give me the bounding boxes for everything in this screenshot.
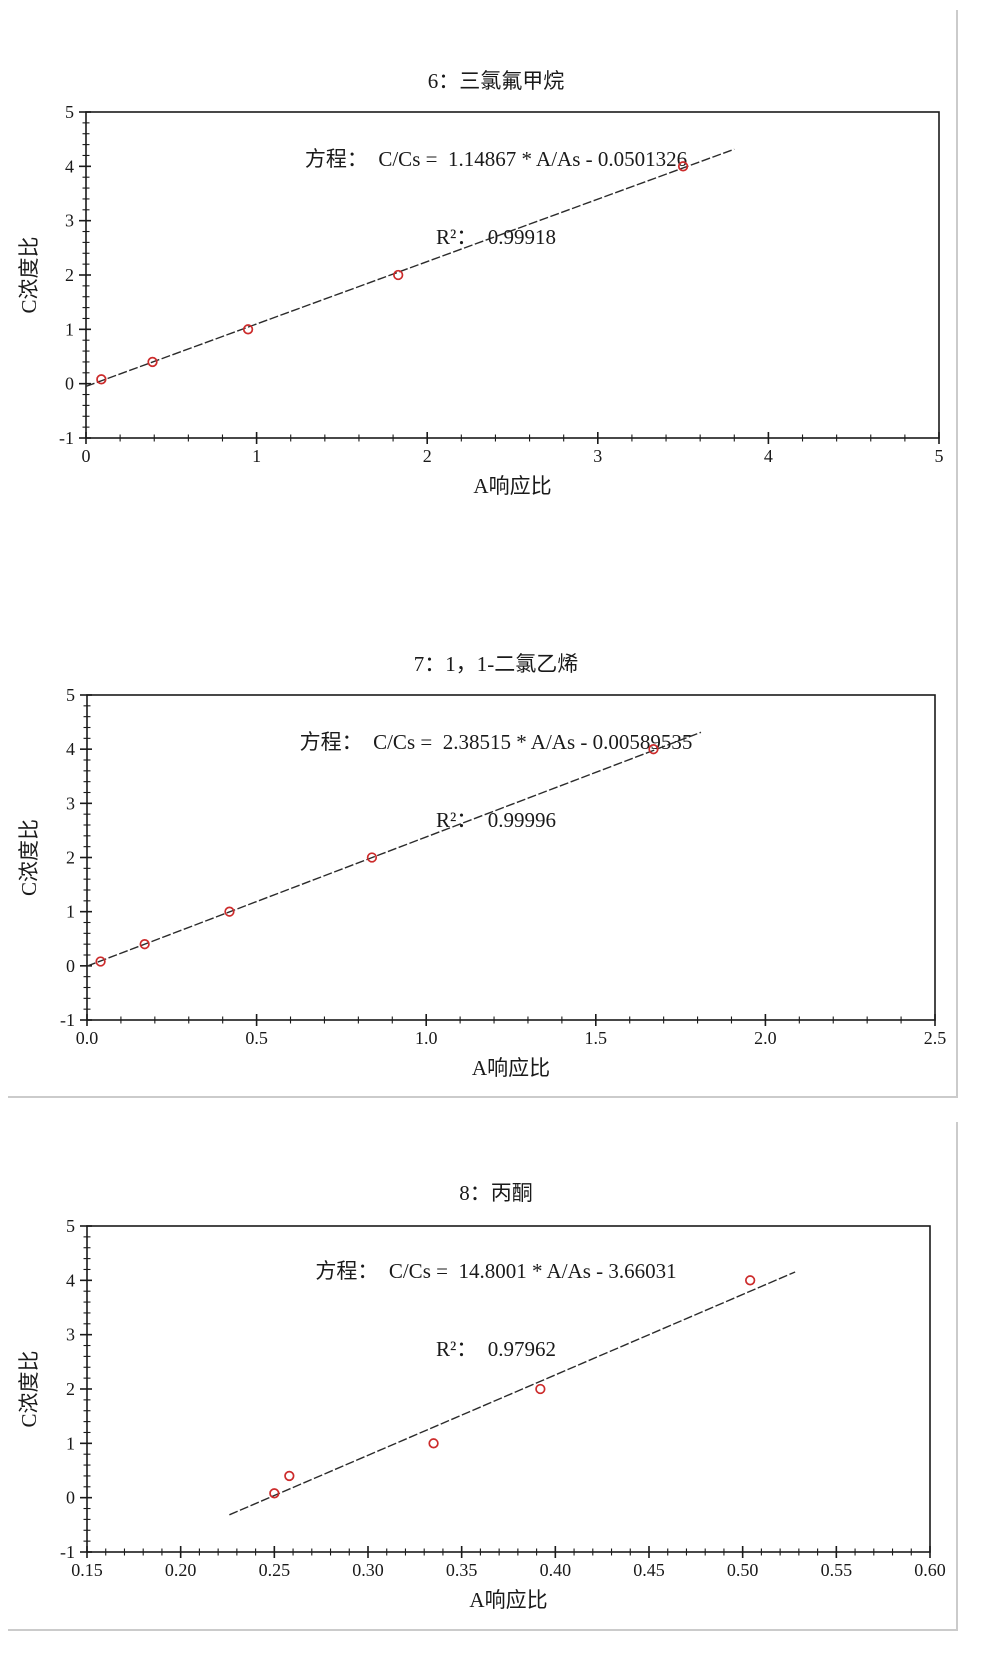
- y-tick-label: 5: [66, 685, 75, 705]
- x-tick-label: 4: [764, 446, 773, 466]
- x-axis-label: A响应比: [473, 474, 551, 498]
- x-tick-label: 3: [593, 446, 602, 466]
- data-point: [745, 1275, 756, 1286]
- chart-title: 7：1，1-二氯乙烯: [413, 652, 579, 676]
- y-tick-label: 3: [66, 1325, 75, 1345]
- chart-equation: 方程： C/Cs = 1.14867 * A/As - 0.0501326: [304, 147, 688, 171]
- fit-line: [86, 731, 702, 967]
- y-axis-label: C浓度比: [17, 819, 41, 896]
- chart-3-header: 8：丙酮 方程： C/Cs = 14.8001 * A/As - 3.66031…: [0, 1128, 992, 1414]
- section-divider-line: [8, 1096, 958, 1098]
- y-axis-label: C浓度比: [17, 236, 41, 313]
- x-tick-label: 0.35: [446, 1560, 478, 1580]
- data-point: [648, 744, 659, 755]
- data-point: [242, 324, 254, 335]
- x-tick-label: 1.0: [415, 1028, 438, 1048]
- chart-equation: 方程： C/Cs = 14.8001 * A/As - 3.66031: [315, 1259, 677, 1283]
- bottom-border-line: [8, 1629, 958, 1631]
- x-axis-label: A响应比: [469, 1588, 547, 1612]
- plot-frame: [85, 111, 940, 439]
- y-tick-label: -1: [60, 1542, 75, 1562]
- data-point: [677, 161, 689, 172]
- fit-line: [229, 1271, 796, 1516]
- y-tick-label: 2: [65, 265, 74, 285]
- data-point: [393, 269, 404, 281]
- right-border-line-lower: [956, 1122, 958, 1630]
- y-tick-label: 4: [66, 1270, 75, 1290]
- data-point: [224, 906, 235, 917]
- x-tick-label: 0: [82, 446, 91, 466]
- chart-r-squared: R²： 0.99996: [435, 808, 557, 832]
- y-tick-label: 2: [66, 1379, 75, 1399]
- y-tick-label: 3: [65, 211, 74, 231]
- y-tick-label: 1: [66, 1433, 75, 1453]
- x-tick-label: 0.45: [633, 1560, 665, 1580]
- x-axis-ticks: 0.0 0.5 1.0 1.5 2.0 2.5: [76, 1014, 947, 1048]
- data-points: [96, 161, 689, 385]
- chart-title: 8：丙酮: [459, 1181, 533, 1205]
- x-tick-label: 1.5: [585, 1028, 608, 1048]
- y-tick-label: 1: [65, 319, 74, 339]
- y-tick-label: 5: [66, 1216, 75, 1236]
- y-axis-ticks: -1 0 1 2 3 4 5: [59, 102, 91, 448]
- data-point: [269, 1488, 280, 1499]
- chart-r-squared: R²： 0.97962: [435, 1337, 557, 1361]
- data-points: [269, 1275, 756, 1499]
- x-tick-label: 0.25: [259, 1560, 291, 1580]
- calibration-chart-8-plot: 0.15 0.20 0.25 0.30 0.35 0.40 0.45 0.50 0.55 0.60…: [17, 1216, 946, 1612]
- x-tick-label: 5: [935, 446, 944, 466]
- x-tick-label: 0.55: [821, 1560, 853, 1580]
- y-axis-label: C浓度比: [17, 1350, 41, 1427]
- x-tick-label: 0.20: [165, 1560, 197, 1580]
- data-point: [147, 356, 158, 368]
- y-axis-ticks: -1 0 1 2 3 4 5: [60, 1216, 92, 1562]
- x-tick-label: 0.60: [914, 1560, 946, 1580]
- x-tick-label: 2: [423, 446, 432, 466]
- y-tick-label: 3: [66, 793, 75, 813]
- data-points: [95, 744, 659, 967]
- chart-1-header: 6：三氯氟甲烷 方程： C/Cs = 1.14867 * A/As - 0.05…: [0, 16, 992, 302]
- y-tick-label: 1: [66, 902, 75, 922]
- y-tick-label: 0: [65, 374, 74, 394]
- x-axis-ticks: 0 1 2 3 4 5: [82, 432, 944, 466]
- x-tick-label: 0.5: [245, 1028, 268, 1048]
- calibration-chart-6-plot: 0 1 2 3 4 5 -1 0 1 2 3 4 5 A响应比 C浓度比: [17, 102, 944, 498]
- x-tick-label: 0.30: [352, 1560, 384, 1580]
- data-point: [284, 1470, 295, 1482]
- x-axis-ticks: 0.15 0.20 0.25 0.30 0.35 0.40 0.45 0.50 0.55 0.60: [71, 1546, 946, 1580]
- x-tick-label: 2.0: [754, 1028, 777, 1048]
- x-axis-label: A响应比: [472, 1056, 550, 1080]
- data-point: [139, 939, 150, 950]
- data-point: [366, 852, 378, 863]
- y-tick-label: -1: [59, 428, 74, 448]
- y-tick-label: 4: [66, 739, 75, 759]
- calibration-chart-7-plot: 0.0 0.5 1.0 1.5 2.0 2.5 -1 0 1 2 3 4 5 A响应比 C浓度比: [17, 685, 947, 1080]
- data-point: [96, 374, 107, 385]
- data-point: [428, 1438, 439, 1449]
- fit-line: [85, 148, 735, 388]
- x-tick-label: 0.0: [76, 1028, 99, 1048]
- x-tick-label: 2.5: [924, 1028, 947, 1048]
- data-point: [535, 1383, 546, 1395]
- x-tick-label: 0.50: [727, 1560, 759, 1580]
- y-tick-label: 2: [66, 848, 75, 868]
- y-tick-label: 0: [66, 1488, 75, 1508]
- y-tick-label: 4: [65, 156, 74, 176]
- plot-frame: [86, 1225, 931, 1553]
- plot-frame: [86, 694, 936, 1021]
- y-tick-label: -1: [60, 1010, 75, 1030]
- y-tick-label: 0: [66, 956, 75, 976]
- chart-title: 6：三氯氟甲烷: [427, 69, 565, 93]
- data-point: [95, 956, 106, 967]
- right-border-line-upper: [956, 10, 958, 1097]
- chart-r-squared: R²： 0.99918: [435, 225, 557, 249]
- x-tick-label: 1: [252, 446, 261, 466]
- y-axis-ticks: -1 0 1 2 3 4 5: [60, 685, 92, 1030]
- x-tick-label: 0.15: [71, 1560, 103, 1580]
- y-tick-label: 5: [65, 102, 74, 122]
- x-tick-label: 0.40: [540, 1560, 572, 1580]
